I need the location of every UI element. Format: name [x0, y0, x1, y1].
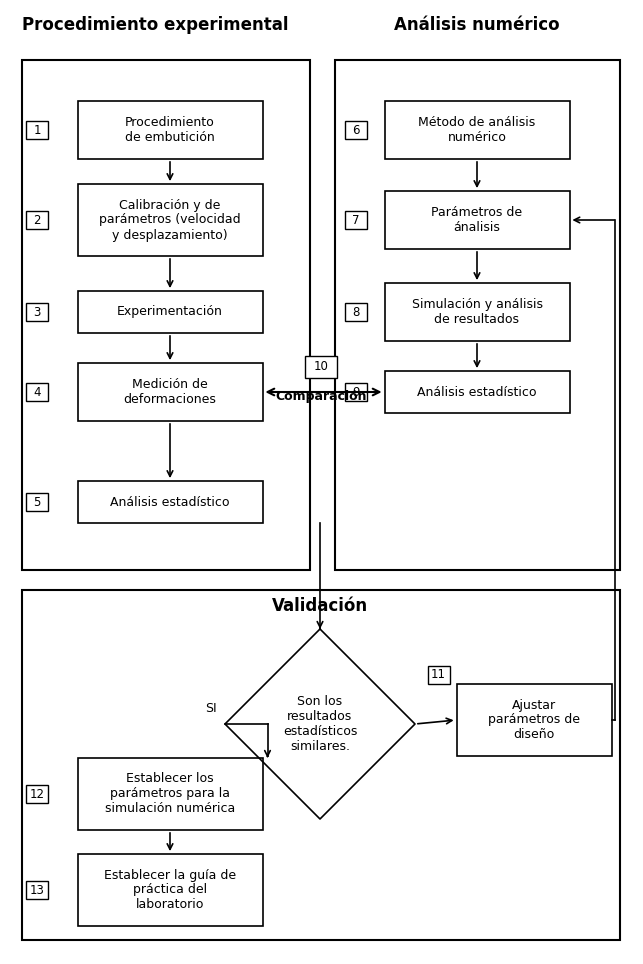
Polygon shape	[225, 629, 415, 819]
Bar	[22, 60, 310, 570]
Text: 10: 10	[314, 361, 329, 373]
Bar	[26, 121, 48, 139]
Bar	[385, 191, 570, 249]
Bar	[457, 684, 611, 756]
Bar	[345, 121, 367, 139]
Text: 13: 13	[30, 883, 44, 897]
Text: Método de análisis
numérico: Método de análisis numérico	[419, 116, 536, 144]
Bar	[22, 590, 620, 940]
Bar	[345, 383, 367, 401]
Bar	[305, 356, 337, 378]
Bar	[78, 481, 262, 523]
Text: 7: 7	[352, 213, 359, 227]
Text: SI: SI	[205, 703, 217, 715]
Text: 12: 12	[30, 788, 44, 800]
Bar	[78, 758, 262, 830]
Text: Análisis numérico: Análisis numérico	[394, 16, 560, 34]
Text: Son los
resultados
estadísticos
similares.: Son los resultados estadísticos similare…	[283, 695, 358, 753]
Bar	[385, 101, 570, 159]
Bar	[78, 291, 262, 333]
Text: Comparación: Comparación	[275, 390, 367, 403]
Bar	[26, 383, 48, 401]
Text: Procedimiento experimental: Procedimiento experimental	[22, 16, 288, 34]
Text: Experimentación: Experimentación	[117, 306, 223, 318]
Bar	[428, 666, 449, 684]
Bar	[335, 60, 620, 570]
Text: 6: 6	[352, 123, 359, 137]
Text: Simulación y análisis
de resultados: Simulación y análisis de resultados	[412, 298, 543, 326]
Bar	[78, 363, 262, 421]
Text: Establecer los
parámetros para la
simulación numérica: Establecer los parámetros para la simula…	[105, 772, 235, 816]
Text: Parámetros de
ánalisis: Parámetros de ánalisis	[431, 206, 523, 234]
Bar	[385, 283, 570, 341]
Bar	[78, 184, 262, 256]
Text: 4: 4	[33, 386, 41, 398]
Bar	[26, 211, 48, 229]
Text: Calibración y de
parámetros (velocidad
y desplazamiento): Calibración y de parámetros (velocidad y…	[99, 199, 241, 242]
Bar	[26, 881, 48, 899]
Text: 9: 9	[352, 386, 359, 398]
Text: 5: 5	[33, 495, 41, 508]
Text: 11: 11	[431, 668, 446, 682]
Text: 3: 3	[33, 306, 41, 318]
Bar	[385, 371, 570, 413]
Text: 1: 1	[33, 123, 41, 137]
Bar	[345, 211, 367, 229]
Bar	[26, 785, 48, 803]
Text: Establecer la guía de
práctica del
laboratorio: Establecer la guía de práctica del labor…	[104, 869, 236, 912]
Text: Medición de
deformaciones: Medición de deformaciones	[123, 378, 217, 406]
Bar	[78, 854, 262, 926]
Text: 8: 8	[352, 306, 359, 318]
Bar	[345, 303, 367, 321]
Bar	[26, 493, 48, 511]
Text: Ajustar
parámetros de
diseño: Ajustar parámetros de diseño	[488, 699, 580, 741]
Bar	[26, 303, 48, 321]
Text: Análisis estadístico: Análisis estadístico	[110, 495, 230, 508]
Text: Análisis estadístico: Análisis estadístico	[417, 386, 537, 398]
Bar	[78, 101, 262, 159]
Text: Validación: Validación	[272, 597, 368, 615]
Text: 2: 2	[33, 213, 41, 227]
Text: Procedimiento
de embutición: Procedimiento de embutición	[125, 116, 215, 144]
